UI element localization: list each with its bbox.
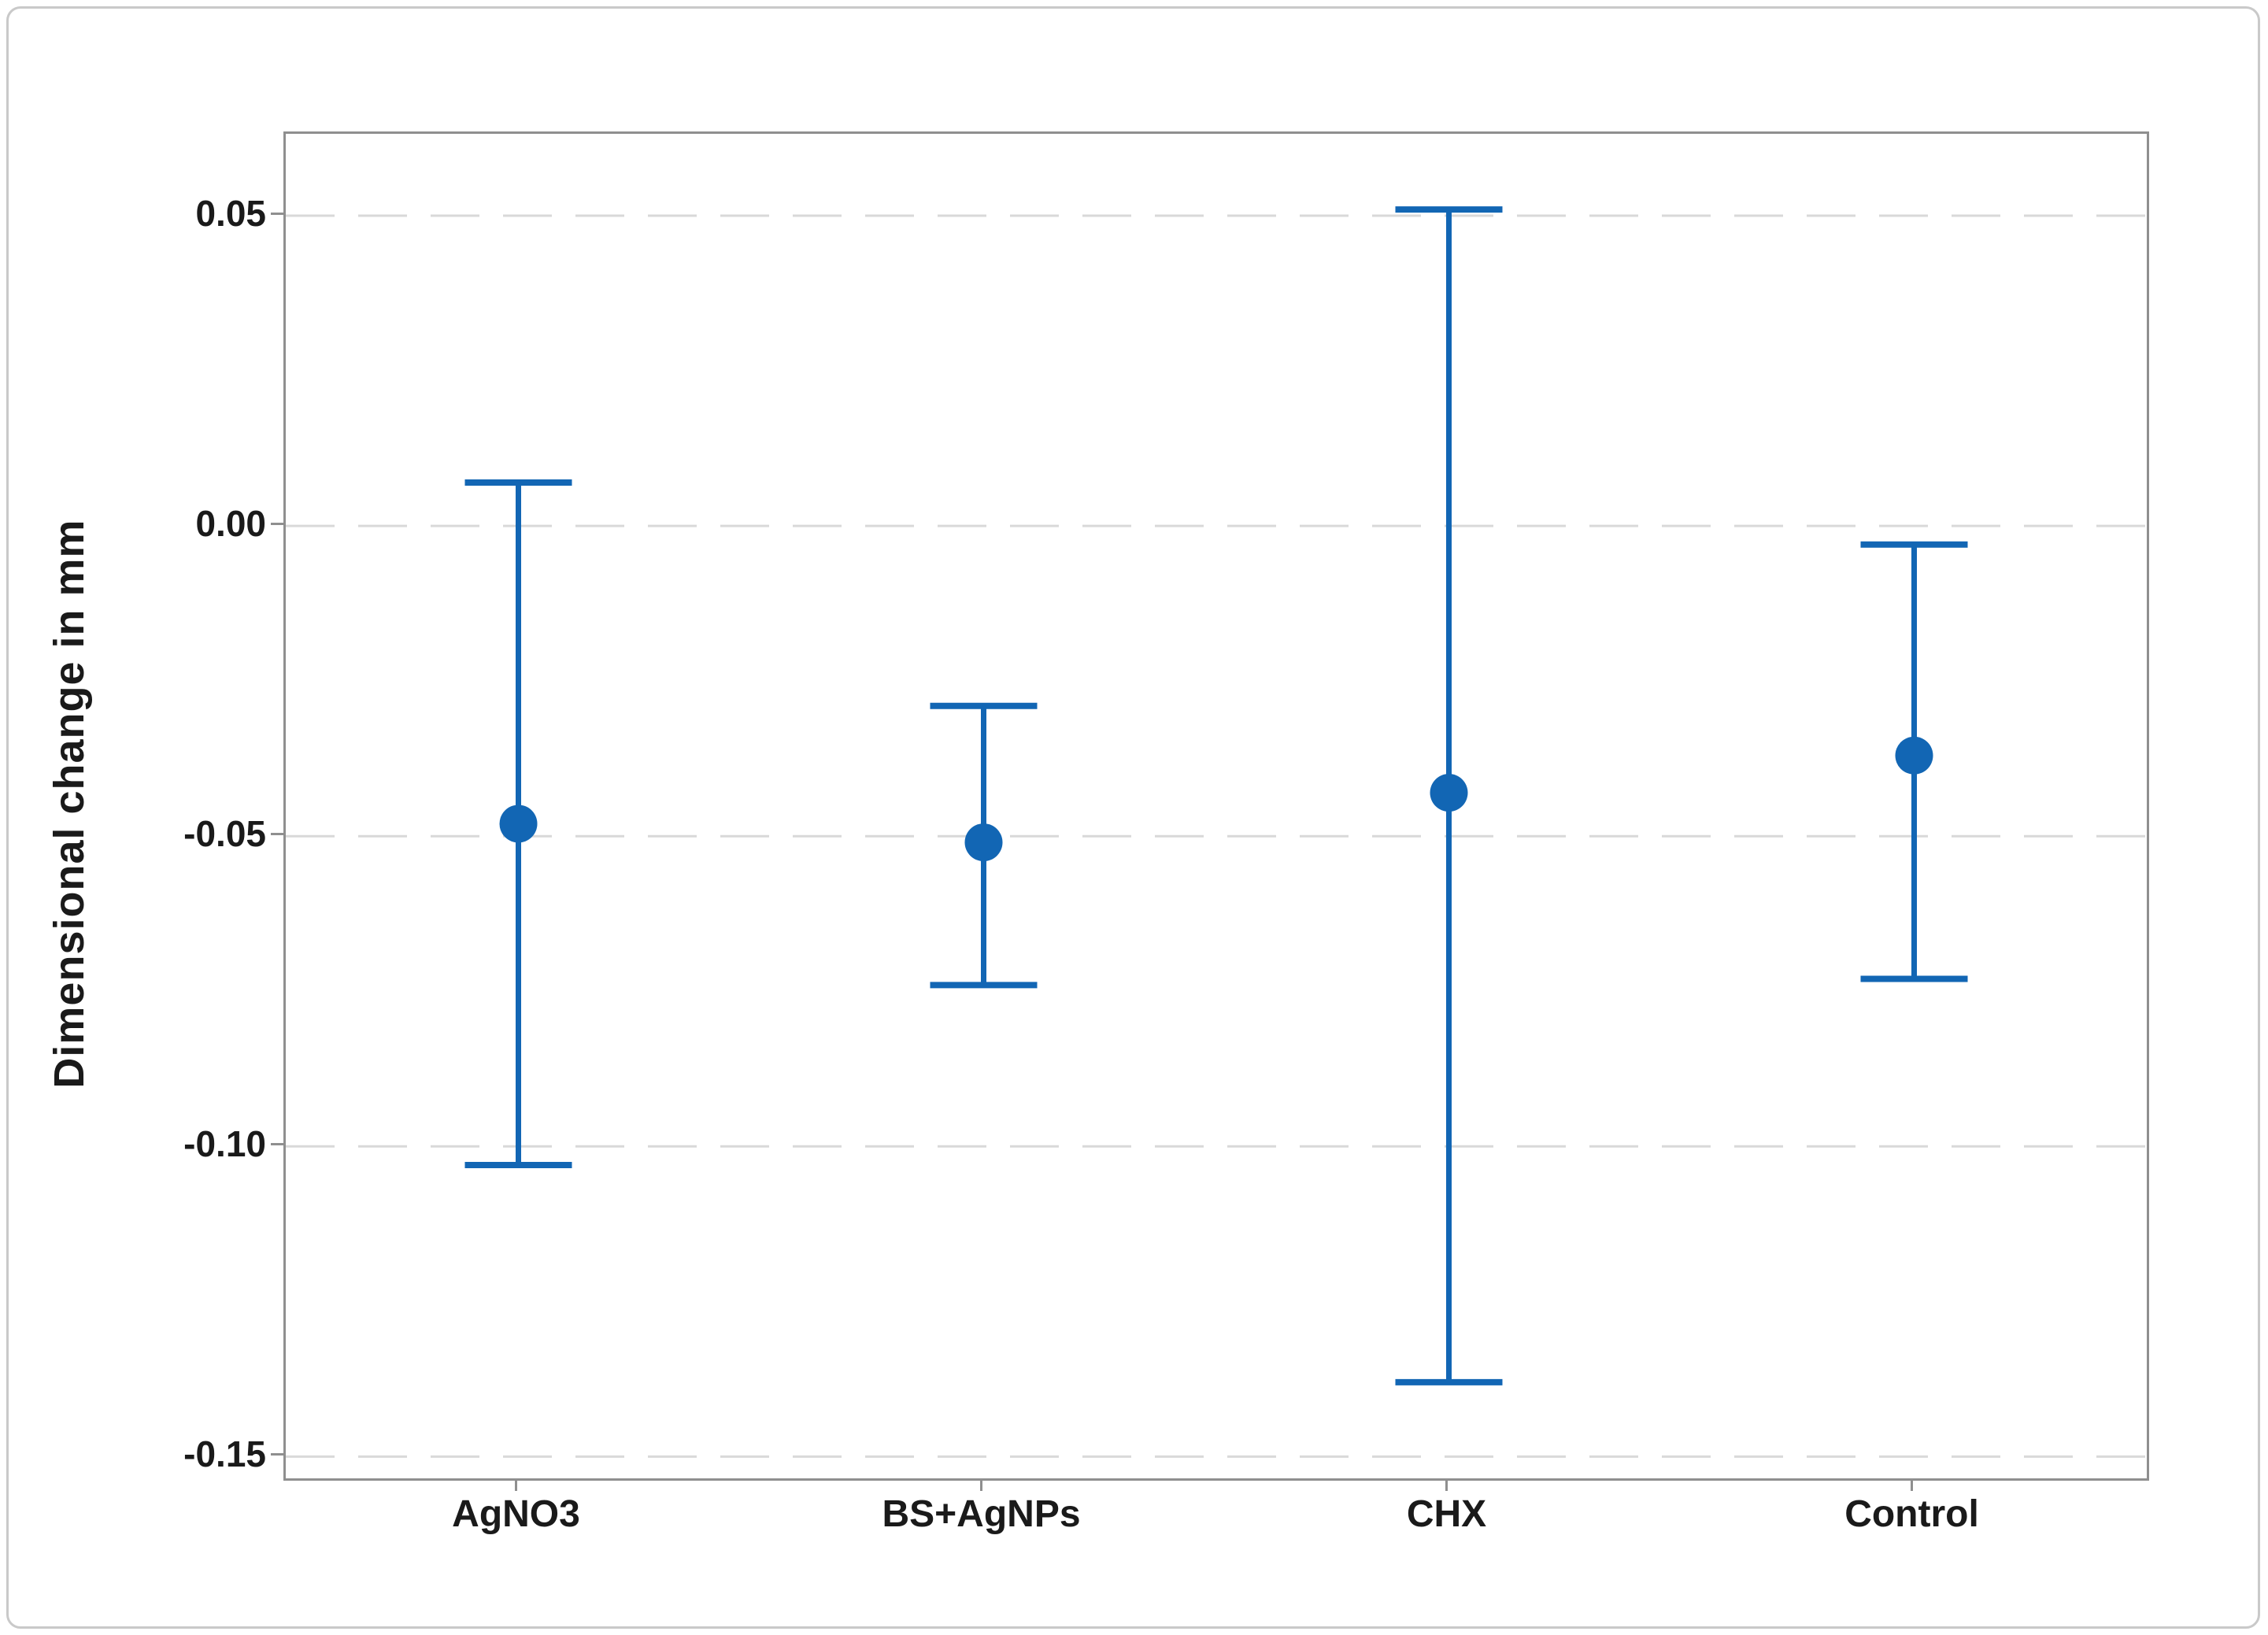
x-tick-label: Control	[1844, 1493, 1979, 1535]
mean-marker	[499, 805, 538, 843]
x-tick-mark	[515, 1478, 517, 1491]
y-tick-mark	[271, 1452, 283, 1456]
x-tick-mark	[980, 1478, 982, 1491]
y-tick-mark	[271, 1142, 283, 1145]
x-tick-label: BS+AgNPs	[882, 1493, 1081, 1535]
mean-marker	[1895, 736, 1933, 775]
x-tick-mark	[1911, 1478, 1913, 1491]
y-tick-mark	[271, 212, 283, 215]
mean-marker	[1430, 774, 1468, 812]
y-tick-label: -0.05	[183, 813, 266, 855]
y-tick-label: -0.10	[183, 1123, 266, 1165]
mean-marker	[964, 823, 1003, 862]
interval-plot-svg	[286, 206, 2147, 1458]
plot-area	[283, 131, 2149, 1481]
y-axis-title: Dimensional change in mm	[46, 519, 93, 1089]
y-tick-label: 0.00	[195, 503, 266, 545]
x-tick-label: CHX	[1406, 1493, 1487, 1535]
x-tick-mark	[1445, 1478, 1448, 1491]
y-tick-label: -0.15	[183, 1433, 266, 1475]
y-tick-label: 0.05	[195, 193, 266, 235]
y-tick-mark	[271, 522, 283, 525]
x-tick-label: AgNO3	[452, 1493, 580, 1535]
y-tick-mark	[271, 832, 283, 835]
